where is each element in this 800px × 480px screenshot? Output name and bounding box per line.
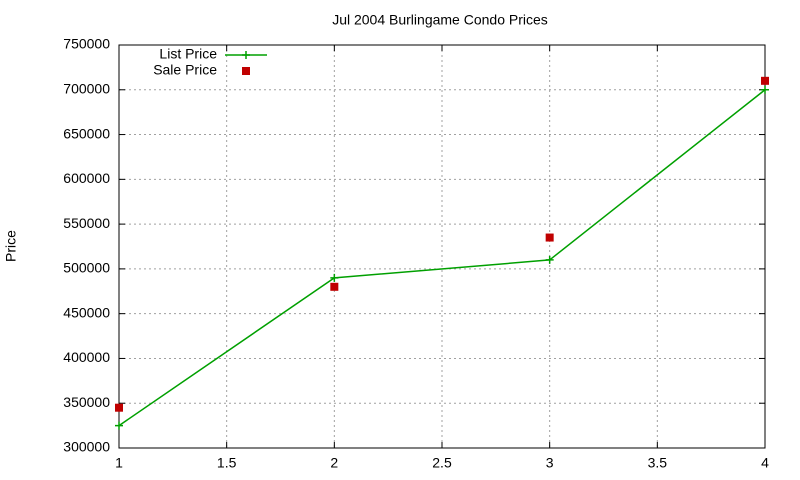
point [761, 85, 769, 94]
y-tick-label: 750000 [63, 36, 110, 52]
x-tick-label: 2.5 [432, 455, 452, 471]
chart-title: Jul 2004 Burlingame Condo Prices [332, 12, 548, 28]
y-tick-label: 700000 [63, 80, 110, 96]
y-axis-label: Price [3, 230, 19, 262]
point [330, 282, 339, 291]
point [330, 273, 339, 282]
y-tick-label: 450000 [63, 304, 110, 320]
line [118, 89, 766, 427]
x-tick-label: 4 [761, 455, 769, 471]
point [115, 403, 123, 412]
legend-marker [242, 51, 250, 59]
x-tick-label: 1 [115, 455, 123, 471]
y-tick-label: 500000 [63, 260, 110, 276]
y-tick-label: 350000 [63, 394, 110, 410]
y-tick-label: 300000 [63, 439, 110, 455]
point [545, 255, 554, 264]
x-tick-label: 3 [546, 455, 554, 471]
y-tick-label: 600000 [63, 170, 110, 186]
legend-marker [242, 67, 250, 75]
legend-label: List Price [159, 46, 217, 62]
point [761, 76, 769, 85]
y-tick-label: 550000 [63, 215, 110, 231]
point [545, 233, 554, 242]
x-tick-label: 3.5 [648, 455, 668, 471]
legend-label: Sale Price [153, 62, 217, 78]
point [115, 421, 123, 430]
y-tick-label: 650000 [63, 125, 110, 141]
plot-border [118, 44, 766, 449]
x-tick-label: 2 [330, 455, 338, 471]
x-tick-label: 1.5 [217, 455, 237, 471]
y-tick-label: 400000 [63, 349, 110, 365]
